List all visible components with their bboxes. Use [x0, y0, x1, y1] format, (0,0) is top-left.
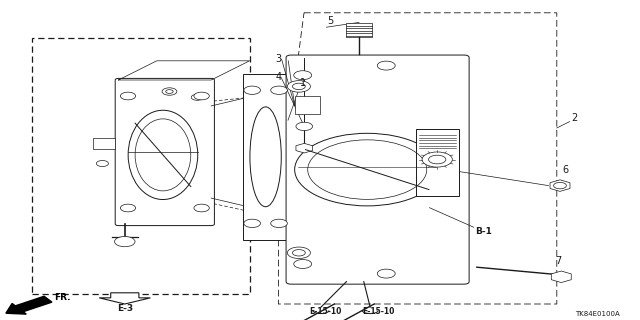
Circle shape [194, 204, 209, 212]
Text: E-15-10: E-15-10 [309, 307, 341, 316]
Circle shape [294, 260, 312, 268]
Text: E-3: E-3 [116, 304, 133, 313]
Circle shape [287, 247, 310, 259]
Circle shape [294, 71, 312, 80]
Circle shape [162, 88, 177, 95]
Circle shape [120, 204, 136, 212]
Circle shape [378, 61, 396, 70]
Circle shape [120, 92, 136, 100]
Text: TK84E0100A: TK84E0100A [575, 311, 620, 317]
Circle shape [244, 219, 260, 228]
Text: 4: 4 [275, 72, 282, 83]
Text: B-1: B-1 [475, 228, 492, 236]
Circle shape [422, 152, 452, 167]
Text: 1: 1 [300, 78, 306, 88]
Circle shape [554, 182, 566, 189]
Circle shape [194, 92, 209, 100]
Circle shape [292, 83, 305, 90]
Text: 7: 7 [555, 256, 561, 266]
Circle shape [292, 250, 305, 256]
Text: 5: 5 [328, 16, 334, 26]
FancyBboxPatch shape [115, 78, 214, 226]
Circle shape [244, 86, 260, 94]
Circle shape [191, 94, 204, 100]
Text: FR.: FR. [54, 293, 71, 302]
Circle shape [287, 81, 310, 92]
Ellipse shape [250, 107, 282, 207]
Circle shape [296, 122, 312, 131]
Bar [243, 74, 288, 240]
Text: 2: 2 [571, 113, 577, 124]
Bar [415, 129, 459, 196]
Text: 3: 3 [275, 54, 282, 64]
Circle shape [97, 161, 108, 166]
Bar [346, 23, 372, 37]
FancyBboxPatch shape [286, 55, 469, 284]
Circle shape [429, 155, 446, 164]
Circle shape [166, 90, 173, 93]
FancyArrow shape [6, 296, 52, 314]
Text: E-15-10: E-15-10 [363, 307, 395, 316]
Circle shape [378, 269, 396, 278]
Circle shape [271, 86, 287, 94]
Circle shape [115, 236, 135, 247]
Text: 6: 6 [562, 165, 568, 175]
Circle shape [294, 133, 440, 206]
Ellipse shape [128, 110, 198, 200]
Polygon shape [99, 293, 150, 304]
Bar [93, 138, 115, 149]
Circle shape [271, 219, 287, 228]
Bar [32, 38, 250, 294]
Bar [294, 96, 320, 114]
